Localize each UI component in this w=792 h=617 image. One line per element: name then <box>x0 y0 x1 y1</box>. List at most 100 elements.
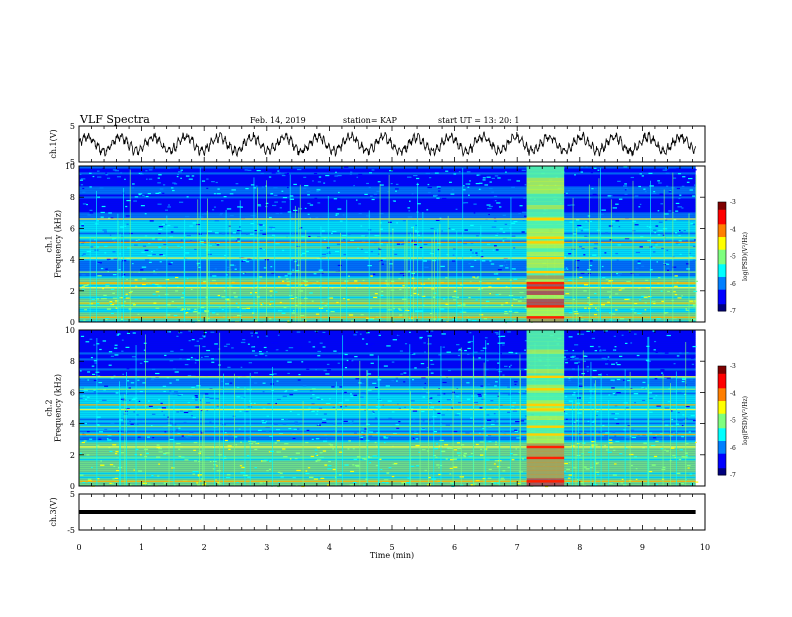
spectro-speckle <box>121 304 125 307</box>
spectro-speckle <box>185 175 190 177</box>
spectro-speckle <box>80 335 85 337</box>
spectro-speckle <box>194 345 199 347</box>
colorbar-swatch <box>718 220 726 223</box>
spectro-speckle <box>592 254 597 256</box>
colorbar-swatch <box>718 243 726 247</box>
spectro-speckle <box>364 193 368 195</box>
spectro-speckle <box>581 319 584 321</box>
spectro-speckle <box>487 383 491 385</box>
spectro-speckle <box>126 223 129 225</box>
spectro-speckle <box>594 203 599 205</box>
spectro-speckle <box>426 330 429 332</box>
spectro-speckle <box>170 262 173 264</box>
spectro-speckle <box>508 310 513 312</box>
spectro-speckle <box>115 469 120 472</box>
spectro-speckle <box>344 405 348 407</box>
spectro-speckle <box>242 272 245 275</box>
spectro-speckle <box>414 432 419 435</box>
spectro-speckle <box>593 313 598 316</box>
spectro-speckle <box>254 291 258 294</box>
spectro-speckle <box>275 213 280 215</box>
spectro-speckle <box>453 449 458 451</box>
spectro-speckle <box>304 184 309 187</box>
spectro-band <box>79 406 696 409</box>
spectro-speckle <box>255 349 259 351</box>
spectro-speckle <box>435 219 440 222</box>
spectro-speckle <box>158 399 160 401</box>
spectro-speckle <box>604 374 608 376</box>
spectro-speckle <box>633 354 637 357</box>
spectro-speckle <box>389 170 393 172</box>
spectro-speckle <box>268 226 274 228</box>
spectro-speckle <box>481 419 484 421</box>
spectro-speckle <box>100 460 102 462</box>
spectro-speckle <box>504 313 509 315</box>
spectro-speckle <box>83 389 88 391</box>
spectro-speckle <box>199 338 203 340</box>
spectro-speckle <box>669 432 673 434</box>
spectro-band <box>79 202 696 205</box>
spectro-speckle <box>315 460 320 462</box>
spectro-speckle <box>392 200 396 202</box>
spectro-speckle <box>669 193 673 195</box>
spectro-speckle <box>500 479 505 481</box>
spectro-speckle <box>453 466 458 468</box>
spectro-speckle <box>92 175 95 178</box>
spectro-speckle <box>157 475 160 477</box>
spectro-speckle <box>463 454 466 456</box>
spectro-speckle <box>494 420 497 422</box>
spectro-band <box>79 344 696 347</box>
colorbar-swatch <box>718 205 726 208</box>
spectro-spike <box>119 381 120 486</box>
spectro-speckle <box>448 227 451 230</box>
spectro-speckle <box>660 448 664 450</box>
spectro-speckle <box>634 260 638 262</box>
spectro-speckle <box>676 472 681 474</box>
spectro-speckle <box>241 260 246 262</box>
spectro-speckle <box>317 355 321 357</box>
spectro-speckle <box>329 297 334 299</box>
spectro-speckle <box>94 239 96 241</box>
spectro-speckle <box>333 198 338 200</box>
spectro-speckle <box>287 186 289 189</box>
spectro-speckle <box>97 478 100 480</box>
spectro-line <box>79 388 696 390</box>
spectro-speckle <box>514 430 519 432</box>
spectro-speckle <box>579 276 583 279</box>
spectro-speckle <box>605 279 609 281</box>
spectro-speckle <box>162 385 167 388</box>
spectro-speckle <box>458 171 461 173</box>
spectro-speckle <box>175 379 180 381</box>
spectro-band <box>79 224 696 227</box>
spectro-speckle <box>125 293 128 295</box>
spectro-speckle <box>655 351 658 354</box>
spectro-speckle <box>436 242 441 244</box>
spectro-speckle <box>514 383 517 386</box>
spectro-speckle <box>263 346 267 349</box>
spectro-speckle <box>261 186 265 188</box>
spectro-speckle <box>497 395 500 397</box>
spectro-speckle <box>343 420 348 422</box>
spectro-speckle <box>315 438 320 440</box>
spectro-speckle <box>273 423 278 425</box>
spectro-speckle <box>682 378 686 381</box>
spectro-speckle <box>493 245 497 247</box>
spectro-speckle <box>216 244 220 246</box>
colorbar-swatch <box>718 234 726 238</box>
spectro-speckle <box>456 452 461 454</box>
spectro-speckle <box>141 251 146 253</box>
spectro-speckle <box>262 233 267 235</box>
spectro-speckle <box>486 243 491 245</box>
spectro-speckle <box>584 307 587 309</box>
spectro-speckle <box>215 283 218 285</box>
spectro-speckle <box>457 349 463 352</box>
spectro-speckle <box>292 269 295 271</box>
spectro-speckle <box>433 292 437 294</box>
spectro-speckle <box>656 318 661 320</box>
spectro-speckle <box>113 465 116 468</box>
spectro-speckle <box>186 308 191 310</box>
spectro-speckle <box>578 383 583 385</box>
spectro-speckle <box>319 452 322 454</box>
spectro-speckle <box>349 484 354 486</box>
spectro-speckle <box>463 455 467 458</box>
